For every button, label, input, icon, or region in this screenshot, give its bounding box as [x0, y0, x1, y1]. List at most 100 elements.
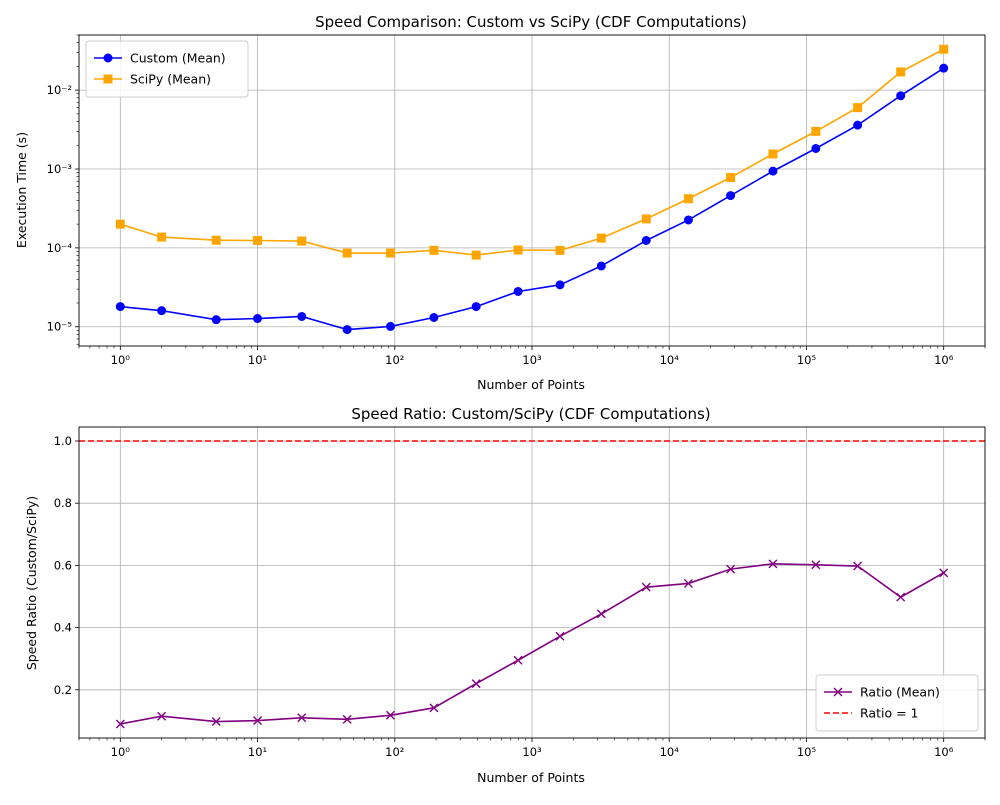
data-point [513, 655, 523, 665]
data-point [726, 191, 736, 201]
data-point [253, 236, 263, 246]
data-point [429, 245, 439, 255]
y-tick-label: 0.2 [54, 683, 72, 697]
data-point [726, 564, 736, 574]
data-point [896, 67, 906, 77]
data-point [342, 325, 352, 335]
chart-title: Speed Ratio: Custom/SciPy (CDF Computati… [351, 405, 710, 423]
data-point [253, 716, 263, 726]
legend-item: SciPy (Mean) [94, 72, 211, 87]
x-tick-label: 10⁶ [934, 745, 954, 759]
speed-ratio-chart: Speed Ratio: Custom/SciPy (CDF Computati… [24, 405, 986, 785]
data-point [768, 166, 778, 176]
legend-label: Custom (Mean) [130, 51, 226, 66]
data-point [513, 245, 523, 255]
y-tick-label: 10⁻⁵ [47, 320, 73, 334]
data-point [939, 44, 949, 54]
legend-marker [103, 53, 113, 63]
data-point [297, 236, 307, 246]
x-tick-label: 10¹ [248, 745, 267, 759]
x-axis: 10⁰ 10¹ 10² 10³ 10⁴ 10⁵ 10⁶ [78, 738, 986, 759]
data-point [211, 235, 221, 245]
y-axis-label: Speed Ratio (Custom/SciPy) [24, 496, 39, 670]
y-tick-label: 0.4 [54, 621, 72, 635]
x-tick-label: 10⁰ [111, 353, 131, 367]
data-point [768, 559, 778, 569]
y-tick-label: 10⁻² [47, 83, 72, 97]
data-point [939, 568, 949, 578]
series-layer [79, 440, 985, 729]
data-point [683, 578, 693, 588]
data-point [853, 103, 863, 113]
x-tick-label: 10³ [522, 745, 542, 759]
legend: Custom (Mean) SciPy (Mean) [85, 40, 249, 98]
data-point [157, 711, 167, 721]
y-tick-label: 0.8 [54, 496, 72, 510]
series-line [120, 563, 945, 725]
data-point [939, 63, 949, 73]
y-tick-label: 1.0 [54, 434, 72, 448]
data-point [342, 248, 352, 258]
data-point [811, 143, 821, 153]
data-point [513, 286, 523, 296]
data-point [385, 248, 395, 258]
x-tick-label: 10³ [522, 353, 542, 367]
legend-label: Ratio (Mean) [860, 685, 940, 700]
legend-marker [103, 74, 113, 84]
series-line [120, 48, 945, 256]
data-point [596, 609, 606, 619]
series-line [120, 67, 945, 331]
data-point [596, 233, 606, 243]
data-point [555, 245, 565, 255]
plot-frame [78, 34, 986, 347]
data-point [471, 679, 481, 689]
data-point [683, 215, 693, 225]
data-point [211, 717, 221, 727]
data-point [683, 194, 693, 204]
data-point [471, 302, 481, 312]
data-point [811, 560, 821, 570]
y-tick-label: 0.6 [54, 558, 72, 572]
data-point [555, 631, 565, 641]
series-layer [115, 44, 949, 335]
legend-box [815, 674, 979, 732]
legend: Ratio (Mean) Ratio = 1 [815, 674, 979, 732]
legend-item: Ratio = 1 [824, 706, 918, 721]
data-point [211, 315, 221, 325]
execution-time-chart: Speed Comparison: Custom vs SciPy (CDF C… [14, 13, 986, 392]
x-tick-label: 10⁰ [111, 745, 131, 759]
legend-item: Custom (Mean) [94, 51, 226, 66]
data-point [641, 236, 651, 246]
data-point [157, 232, 167, 242]
data-point [811, 126, 821, 136]
data-point [768, 149, 778, 159]
data-point [726, 173, 736, 183]
x-axis-label: Number of Points [477, 377, 585, 392]
data-point [853, 120, 863, 130]
legend-label: SciPy (Mean) [130, 72, 211, 87]
data-point [896, 91, 906, 101]
data-point [641, 214, 651, 224]
y-tick-label: 10⁻⁴ [47, 241, 73, 255]
x-tick-label: 10⁶ [934, 353, 954, 367]
x-tick-label: 10¹ [248, 353, 267, 367]
data-point [115, 302, 125, 312]
plot-frame [78, 426, 986, 739]
x-tick-label: 10⁵ [797, 353, 817, 367]
legend-label: Ratio = 1 [860, 706, 918, 721]
y-axis-label: Execution Time (s) [14, 132, 29, 248]
data-point [115, 219, 125, 229]
data-point [385, 321, 395, 331]
x-tick-label: 10² [385, 353, 404, 367]
x-tick-label: 10⁵ [797, 745, 817, 759]
y-axis: 0.2 0.4 0.6 0.8 1.0 [54, 434, 79, 697]
y-axis: 10⁻⁵ 10⁻⁴ 10⁻³ 10⁻² [47, 34, 79, 345]
data-point [896, 592, 906, 602]
data-point [429, 703, 439, 713]
x-axis-label: Number of Points [477, 770, 585, 785]
data-point [253, 314, 263, 324]
x-tick-label: 10⁴ [660, 745, 680, 759]
data-point [471, 250, 481, 260]
